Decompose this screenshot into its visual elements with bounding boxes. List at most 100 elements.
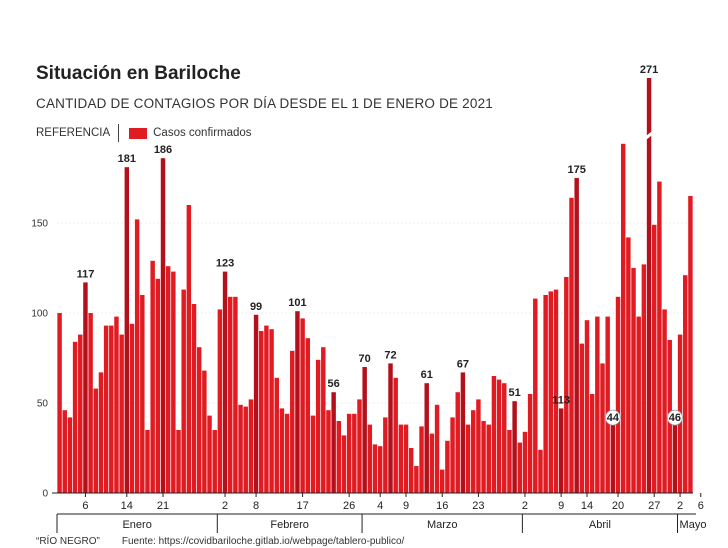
bar	[455, 392, 460, 493]
bar	[657, 181, 662, 493]
footer-source: Fuente: https://covidbariloche.gitlab.io…	[121, 536, 405, 547]
bar	[476, 399, 481, 493]
x-tick-label: 23	[472, 500, 484, 512]
bar	[233, 296, 238, 493]
x-tick-label: 17	[296, 500, 308, 512]
legend-reference-label: REFERENCIA	[36, 127, 111, 139]
bar	[522, 431, 528, 493]
bar	[564, 277, 569, 493]
bar	[486, 424, 491, 493]
bar	[357, 399, 362, 493]
month-label: Marzo	[427, 519, 458, 531]
x-tick-label: 14	[581, 500, 593, 512]
month-label: Mayo	[680, 519, 707, 531]
bar	[315, 359, 321, 493]
bar	[558, 408, 564, 493]
bar	[83, 282, 88, 493]
bar	[424, 383, 429, 493]
month-label: Enero	[122, 519, 151, 531]
x-tick-label: 9	[558, 500, 564, 512]
bar	[93, 388, 99, 493]
bar	[222, 271, 228, 493]
bar	[243, 406, 248, 493]
bar	[502, 383, 507, 493]
bar	[517, 442, 523, 493]
bar	[507, 430, 512, 493]
bar	[62, 410, 67, 493]
x-tick-label: 8	[253, 500, 259, 512]
x-tick-label: 26	[343, 500, 355, 512]
chart-subtitle: CANTIDAD DE CONTAGIOS POR DÍA DESDE EL 1…	[36, 96, 494, 111]
bar	[98, 372, 104, 493]
x-tick-label: 9	[403, 500, 409, 512]
bar	[683, 275, 688, 493]
bar	[615, 296, 621, 493]
bar	[429, 433, 435, 493]
bar	[165, 266, 171, 493]
bar	[491, 376, 497, 493]
bar	[553, 289, 559, 493]
month-label: Abril	[589, 519, 611, 531]
bar	[408, 448, 414, 493]
data-label: 56	[328, 378, 340, 390]
bar	[471, 410, 476, 493]
bar	[181, 289, 186, 493]
bar	[114, 316, 119, 493]
x-tick-label: 2	[522, 500, 528, 512]
x-tick-label: 2	[222, 500, 228, 512]
bar	[336, 421, 342, 493]
bar	[269, 329, 274, 493]
bar	[290, 350, 295, 493]
bar	[253, 314, 259, 493]
data-label: 44	[607, 412, 620, 424]
chart-title: Situación en Bariloche	[36, 63, 241, 84]
bar	[543, 295, 548, 493]
bar	[150, 260, 155, 493]
data-label-circle	[604, 409, 621, 426]
bar	[584, 320, 590, 493]
bar	[72, 341, 78, 493]
x-tick-label: 16	[436, 500, 448, 512]
bar	[103, 325, 109, 493]
bar	[300, 318, 305, 493]
bar	[595, 316, 600, 493]
bar	[465, 424, 471, 493]
x-tick-label: 27	[648, 500, 660, 512]
bar	[155, 278, 161, 493]
bar	[145, 430, 150, 493]
x-tick-label: 6	[698, 500, 704, 512]
bar	[440, 469, 445, 493]
bar	[67, 417, 73, 493]
data-label: 70	[359, 353, 371, 365]
bar	[186, 205, 192, 493]
data-label: 101	[288, 297, 306, 309]
bar	[228, 296, 233, 493]
bar	[646, 78, 652, 493]
data-label: 271	[640, 64, 658, 76]
y-tick-label: 150	[31, 219, 48, 230]
bar	[620, 143, 626, 494]
x-tick-label: 2	[677, 500, 683, 512]
bar	[527, 394, 533, 493]
bar	[688, 196, 693, 493]
data-label: 72	[384, 349, 396, 361]
bar	[57, 313, 62, 493]
bar	[202, 370, 207, 493]
bar	[393, 377, 398, 493]
legend-series-label: Casos confirmados	[153, 127, 252, 139]
bar	[310, 415, 316, 493]
legend: REFERENCIA Casos confirmados	[36, 124, 252, 142]
y-tick-label: 0	[42, 489, 48, 500]
bar	[279, 408, 285, 493]
bar	[383, 417, 388, 493]
bar	[388, 363, 393, 493]
data-label: 117	[77, 268, 95, 280]
bar	[78, 334, 83, 493]
bar	[569, 197, 574, 494]
data-label: 175	[567, 164, 585, 176]
legend-separator	[118, 124, 120, 142]
data-label: 51	[508, 387, 520, 399]
bar	[119, 334, 124, 493]
bar	[217, 309, 223, 493]
